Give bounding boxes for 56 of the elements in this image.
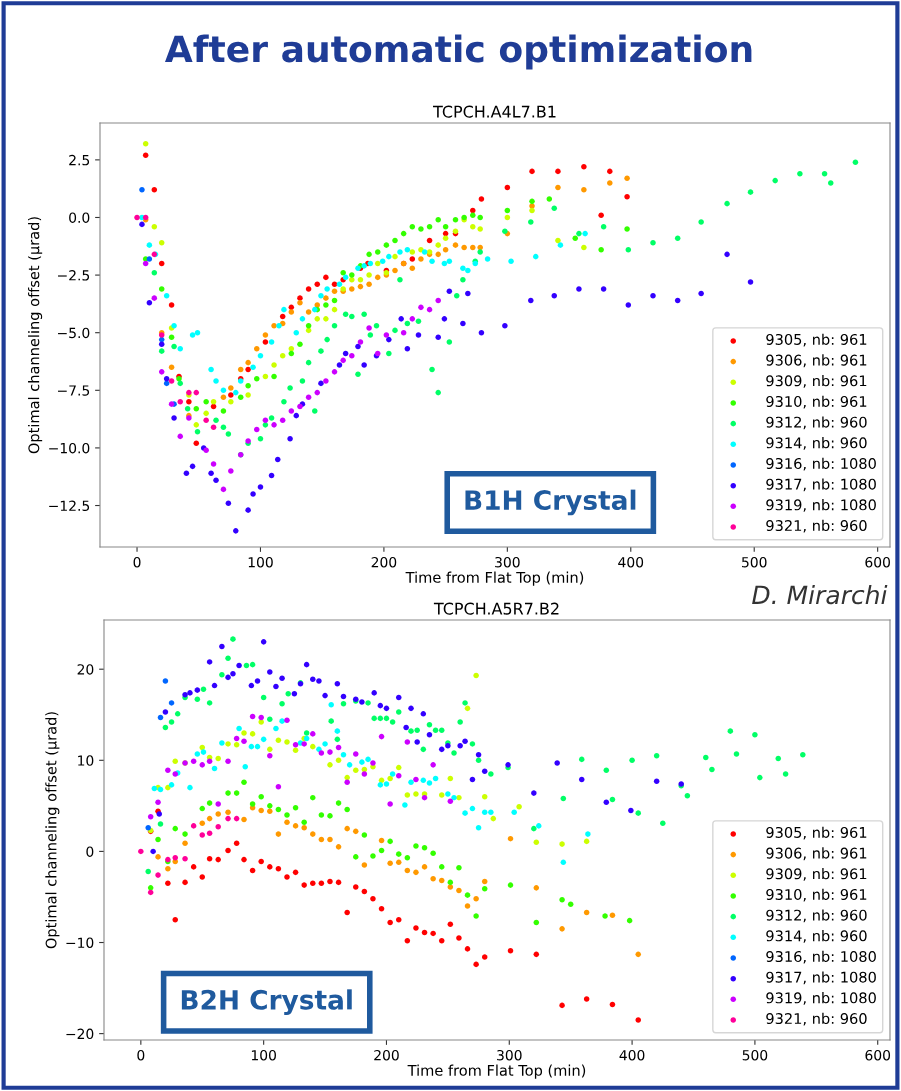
x-tick-label: 600 [865, 556, 890, 568]
x-tick-label: 300 [495, 556, 520, 568]
legend-label: 9305, nb: 961 [766, 826, 867, 840]
x-tick-label: 400 [618, 556, 644, 568]
chart-title: TCPCH.A4L7.B1 [433, 105, 556, 118]
legend-label: 9321, nb: 960 [766, 519, 867, 533]
x-axis-title: Time from Flat Top (min) [407, 1064, 586, 1079]
x-tick-label: 200 [374, 1049, 399, 1061]
x-tick-label: 0 [133, 556, 141, 568]
text: D. Mirarchi [752, 584, 888, 605]
y-tick-label: 0.0 [69, 212, 90, 223]
y-tick-label: −5.0 [58, 327, 90, 339]
y-tick-label: 10 [78, 755, 94, 766]
x-tick-label: 100 [251, 1049, 276, 1061]
legend-label: 9317, nb: 1080 [766, 478, 876, 492]
y-axis-title: Optimal channeling offset (μrad) [28, 217, 43, 454]
y-tick-label: −10 [66, 937, 94, 948]
legend-label: 9314, nb: 960 [766, 437, 867, 450]
legend-label: 9309, nb: 961 [766, 868, 867, 881]
legend-label: 9306, nb: 961 [766, 354, 867, 368]
y-axis-title: Optimal channeling offset (μrad) [45, 712, 60, 949]
legend-label: 9305, nb: 961 [766, 333, 867, 347]
legend-label: 9312, nb: 960 [766, 416, 867, 430]
x-tick-label: 0 [137, 1049, 145, 1061]
y-tick-label: −12.5 [49, 500, 90, 511]
x-tick-label: 600 [865, 1049, 891, 1061]
x-tick-label: 300 [497, 1049, 522, 1061]
y-tick-label: −20 [66, 1028, 94, 1040]
y-tick-label: 2.5 [69, 154, 90, 166]
legend-label: 9309, nb: 961 [766, 375, 867, 388]
legend-label: 9312, nb: 960 [766, 909, 867, 923]
y-tick-label: −2.5 [58, 270, 90, 281]
x-tick-label: 100 [248, 556, 273, 568]
legend-label: 9314, nb: 960 [766, 930, 867, 943]
legend-label: 9316, nb: 1080 [766, 457, 876, 471]
text: After automatic optimization [164, 34, 752, 70]
y-tick-label: −10.0 [49, 442, 90, 454]
legend-label: 9317, nb: 1080 [766, 971, 876, 985]
chart-title: TCPCH.A5R7.B2 [433, 602, 559, 615]
y-tick-label: −7.5 [58, 385, 90, 396]
legend-label: 9321, nb: 960 [766, 1012, 867, 1026]
legend-label: 9310, nb: 961 [766, 395, 867, 409]
x-tick-label: 200 [371, 556, 397, 568]
annotation: B1H Crystal [465, 489, 636, 516]
legend-label: 9306, nb: 961 [766, 847, 867, 861]
annotation: B2H Crystal [181, 989, 352, 1016]
x-axis-title: Time from Flat Top (min) [405, 571, 584, 586]
x-tick-label: 500 [742, 1049, 768, 1061]
y-tick-label: 20 [77, 664, 94, 675]
legend-label: 9310, nb: 961 [766, 888, 867, 902]
y-tick-label: 0 [86, 846, 94, 857]
legend-label: 9319, nb: 1080 [766, 992, 876, 1005]
legend-label: 9319, nb: 1080 [766, 499, 876, 512]
legend-label: 9316, nb: 1080 [766, 950, 876, 964]
x-tick-label: 500 [742, 556, 767, 568]
x-tick-label: 400 [619, 1049, 645, 1061]
